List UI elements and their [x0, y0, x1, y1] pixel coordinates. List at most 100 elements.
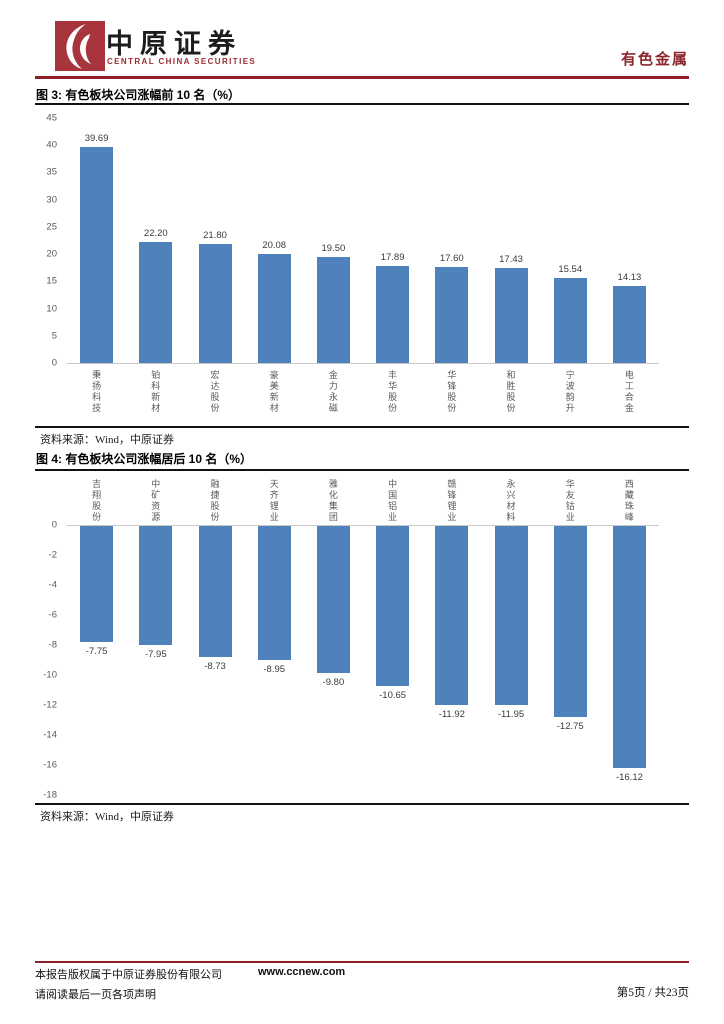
bar: 20.08 [257, 240, 291, 363]
bar: 19.50 [316, 243, 350, 363]
bar: 39.69 [80, 133, 114, 363]
bar: -10.65 [376, 526, 410, 701]
category-label: 宁波韵升 [565, 370, 575, 413]
figure3-category-axis: 秉扬科技 铂科新材 宏达股份 豪美新材 金力永磁 丰华股份 华锋股份 和胜股份 宁波韵升 电工合金 [67, 370, 659, 414]
y-tick-label: 0 [51, 357, 57, 369]
brand-name-cn: 中原证券 [106, 29, 242, 59]
bar-value-label: -10.65 [379, 689, 407, 701]
bar-value-label: -11.95 [497, 709, 525, 721]
y-tick-label: -6 [48, 609, 57, 621]
y-tick-label: -12 [43, 699, 57, 711]
bar-value-label: 17.43 [499, 254, 523, 266]
category-label: 铂科新材 [151, 370, 161, 413]
y-tick-label: 45 [46, 112, 57, 124]
bar-slot: -7.75 [67, 526, 126, 657]
category-label: 丰华股份 [388, 370, 398, 413]
figure3-plot-area: 39.69 22.20 21.80 20.08 19.50 17.89 17.60 17.43… [67, 118, 659, 364]
category-label: 和胜股份 [506, 370, 516, 413]
bar-slot: 19.50 [304, 243, 363, 363]
figure3-top-rule [35, 103, 689, 105]
category-label: 融捷股份 [210, 479, 220, 523]
footer-copyright: 本报告版权属于中原证券股份有限公司 [35, 969, 222, 981]
figure4-category-axis: 吉翔股份 中矿资源 融捷股份 天齐锂业 雅化集团 中国铝业 赣锋锂业 永兴材料 华友钴业 西藏珠峰 [67, 474, 659, 523]
bar: 17.60 [435, 253, 469, 363]
bar-value-label: -8.95 [263, 664, 286, 676]
y-tick-label: 15 [46, 275, 57, 287]
bar: 17.89 [376, 252, 410, 363]
bar-slot: 17.60 [422, 253, 481, 363]
y-tick-label: -2 [48, 549, 57, 561]
bar-slot: 17.89 [363, 252, 422, 363]
bar-value-label: -11.92 [438, 708, 465, 720]
y-tick-label: -18 [43, 789, 57, 801]
bar: -8.95 [257, 526, 291, 675]
category-label: 天齐锂业 [269, 479, 279, 523]
y-tick-label: -4 [48, 579, 57, 591]
category-label: 中矿资源 [151, 479, 161, 523]
footer-disclaimer: 请阅读最后一页各项声明 [35, 989, 156, 1001]
y-tick-label: -10 [43, 669, 57, 681]
y-tick-label: -16 [43, 759, 57, 771]
category-label: 秉扬科技 [92, 370, 102, 413]
bar-value-label: -12.75 [556, 721, 584, 733]
figure4-title: 图 4: 有色板块公司涨幅居后 10 名（%） [36, 452, 253, 466]
bar: 14.13 [612, 272, 646, 363]
category-label: 华锋股份 [447, 370, 457, 413]
bar: 17.43 [494, 254, 528, 363]
category-label: 赣锋锂业 [447, 479, 457, 523]
bar-value-label: 15.54 [558, 264, 583, 276]
bar-slot: -11.95 [481, 526, 540, 720]
y-tick-label: 35 [46, 166, 57, 178]
bar-value-label: 17.89 [380, 251, 405, 263]
bar: -16.12 [612, 526, 646, 783]
category-label: 雅化集团 [328, 479, 338, 523]
figure3-title: 图 3: 有色板块公司涨幅前 10 名（%） [36, 88, 241, 102]
bar-value-label: 14.13 [617, 272, 642, 284]
figure4-bottom-rule [35, 803, 689, 805]
y-tick-label: 20 [46, 248, 57, 260]
bar-slot: -12.75 [541, 526, 600, 732]
y-tick-label: 25 [46, 221, 57, 233]
bar-slot: 20.08 [245, 240, 304, 363]
y-tick-label: 10 [46, 303, 57, 315]
bar-slot: -8.73 [185, 526, 244, 672]
bar: -11.92 [435, 526, 469, 720]
figure3-bottom-rule [35, 426, 689, 428]
category-label: 金力永磁 [328, 370, 338, 413]
brand-logo-icon [55, 21, 105, 71]
y-tick-label: -8 [48, 639, 57, 651]
bar: -12.75 [553, 526, 587, 732]
bar: -7.95 [139, 526, 173, 660]
bar-value-label: -9.80 [322, 677, 345, 688]
bar-value-label: 19.50 [321, 242, 346, 254]
y-tick-label: -14 [43, 729, 57, 741]
bar-value-label: 22.20 [143, 228, 168, 240]
figure4-source: 资料来源：Wind，中原证券 [40, 811, 174, 823]
bar: 22.20 [139, 228, 173, 363]
bar: -7.75 [80, 526, 114, 657]
bar: 15.54 [553, 264, 587, 363]
header-divider [35, 76, 689, 79]
category-label: 宏达股份 [210, 370, 220, 413]
category-label: 华友钴业 [565, 479, 575, 523]
y-tick-label: 0 [51, 519, 57, 531]
bar: -9.80 [316, 526, 350, 688]
figure4-y-axis: 0 -2 -4 -6 -8 -10 -12 -14 -16 -18 [35, 520, 59, 801]
bar-value-label: 21.80 [203, 230, 227, 242]
bar: 21.80 [198, 230, 232, 363]
footer-website: www.ccnew.com [258, 966, 346, 978]
bar-slot: -9.80 [304, 526, 363, 688]
y-tick-label: 40 [46, 139, 57, 151]
bar-slot: 14.13 [600, 272, 659, 363]
bar-slot: 39.69 [67, 133, 126, 363]
bar-slot: 22.20 [126, 228, 185, 363]
figure4-top-rule [35, 469, 689, 471]
bar-slot: 17.43 [481, 254, 540, 363]
bar-slot: -7.95 [126, 526, 185, 660]
bar-value-label: 17.60 [439, 253, 464, 265]
figure4-bar-chart: 0 -2 -4 -6 -8 -10 -12 -14 -16 -18 吉翔股份 中矿资源 融捷股份 天齐锂… [35, 472, 689, 804]
bar-slot: 21.80 [185, 230, 244, 363]
bar-slot: -8.95 [245, 526, 304, 675]
bar: -8.73 [198, 526, 232, 672]
